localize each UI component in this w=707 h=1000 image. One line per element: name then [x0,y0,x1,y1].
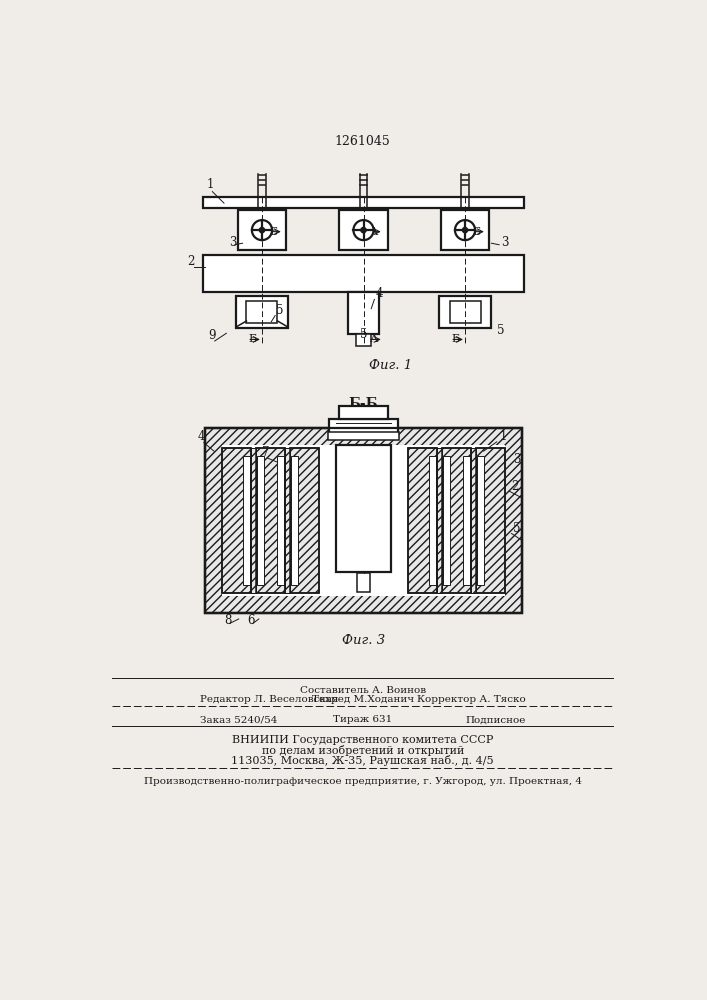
Bar [251,448,256,593]
Text: Б: Б [270,227,278,237]
Text: А: А [370,334,378,344]
Text: 3: 3 [513,453,520,466]
Text: Техред М.Ходанич: Техред М.Ходанич [312,695,414,704]
Bar [428,456,436,585]
Bar [203,197,524,208]
Bar [204,428,522,613]
Text: 2: 2 [510,480,518,493]
Text: 5: 5 [513,522,520,535]
Bar [256,448,285,593]
Bar [285,448,290,593]
Text: Б-Б: Б-Б [349,397,378,411]
Text: Заказ 5240/54: Заказ 5240/54 [200,715,277,724]
Bar [222,445,506,596]
Text: 1261045: 1261045 [335,135,390,148]
Bar [257,456,264,585]
Bar [477,456,484,585]
Bar [472,448,476,593]
Text: 3: 3 [228,236,236,249]
Text: Фиг. 1: Фиг. 1 [369,359,412,372]
Bar [222,448,251,593]
Text: 2: 2 [187,255,195,268]
Text: Тираж 631: Тираж 631 [333,715,392,724]
Text: Подписное: Подписное [465,715,525,724]
Text: 113035, Москва, Ж-35, Раушская наб., д. 4/5: 113035, Москва, Ж-35, Раушская наб., д. … [231,755,494,766]
Text: 4: 4 [375,287,382,300]
Bar [476,448,506,593]
Bar [408,448,437,593]
Text: 5: 5 [360,328,367,341]
Bar [235,296,288,328]
Bar [247,301,277,323]
Bar [339,406,387,419]
Bar [462,456,469,585]
Text: Фиг. 3: Фиг. 3 [342,634,385,647]
Text: 1: 1 [207,178,214,191]
Circle shape [455,220,475,240]
Bar [336,445,392,572]
Text: ВНИИПИ Государственного комитета СССР: ВНИИПИ Государственного комитета СССР [232,735,493,745]
Circle shape [259,228,264,232]
Bar [437,448,442,593]
Bar [348,292,379,334]
Bar [408,448,437,593]
Text: 9: 9 [209,329,216,342]
Bar [450,301,481,323]
Bar [203,255,524,292]
Bar [204,428,522,613]
Text: Редактор Л. Веселовская: Редактор Л. Веселовская [200,695,339,704]
Text: 7: 7 [262,446,269,459]
Text: Б: Б [452,334,460,344]
Bar [238,210,286,250]
Bar [472,448,476,593]
Bar [356,334,371,346]
Bar [204,428,522,613]
Text: 3: 3 [501,236,509,249]
Bar [328,432,399,440]
Text: 5: 5 [276,304,284,317]
Bar [438,296,491,328]
Bar [291,456,298,585]
Bar [441,210,489,250]
Text: 4: 4 [198,430,205,443]
Text: 1: 1 [499,430,506,443]
Bar [222,448,251,593]
Text: Корректор А. Тяско: Корректор А. Тяско [416,695,525,704]
Bar [243,456,250,585]
Bar [437,448,442,593]
Bar [329,419,397,436]
Text: Б: Б [249,334,257,344]
Text: 8: 8 [224,614,231,627]
Circle shape [361,228,366,232]
Text: Б: Б [473,227,481,237]
Bar [276,456,284,585]
Text: 5: 5 [497,324,504,337]
Circle shape [463,228,467,232]
Bar [443,456,450,585]
Bar [442,448,472,593]
Bar [251,448,256,593]
Bar [285,448,290,593]
Bar [256,448,285,593]
Text: Производственно-полиграфическое предприятие, г. Ужгород, ул. Проектная, 4: Производственно-полиграфическое предприя… [144,777,582,786]
Bar [357,573,370,592]
Bar [442,448,472,593]
Text: по делам изобретений и открытий: по делам изобретений и открытий [262,745,464,756]
Bar [339,210,387,250]
Bar [290,448,320,593]
Text: Составитель А. Воинов: Составитель А. Воинов [300,686,426,695]
Text: А: А [370,227,378,237]
Bar [476,448,506,593]
Text: 6: 6 [247,614,255,627]
Circle shape [252,220,272,240]
Bar [290,448,320,593]
Circle shape [354,220,373,240]
